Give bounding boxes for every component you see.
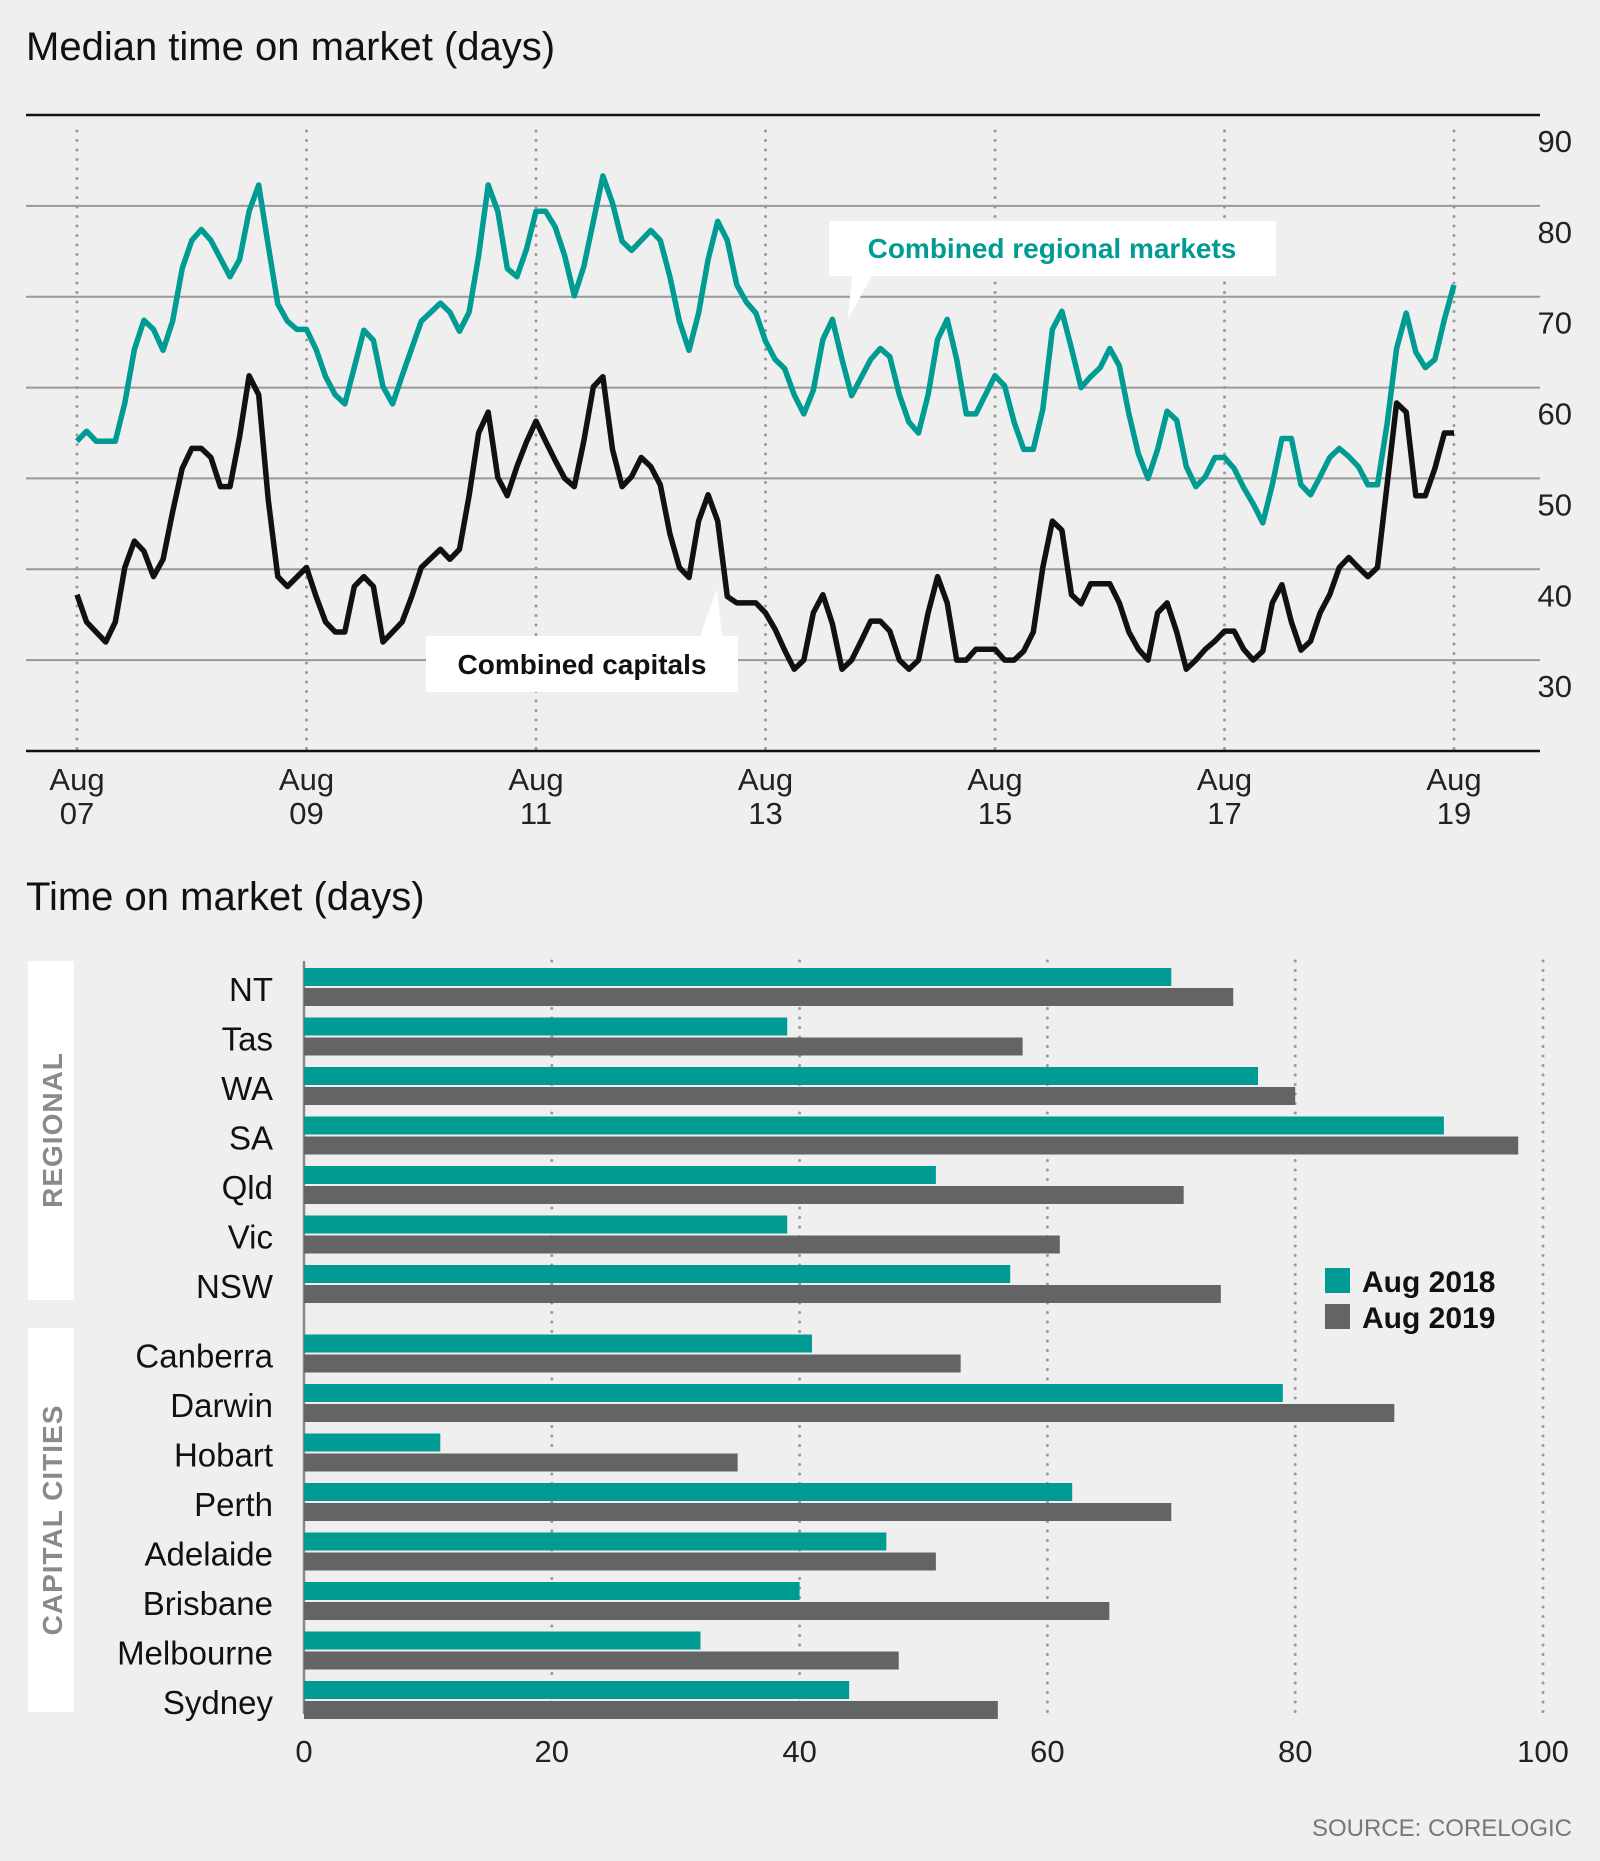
category-label: NSW bbox=[196, 1268, 274, 1305]
bar-chart-bars: NT Tas WA SA Qld Vic NSW Canberra Darwin Hobart Pe… bbox=[117, 968, 1519, 1721]
bar-aug-2018 bbox=[304, 1116, 1444, 1135]
bar-aug-2018 bbox=[304, 1433, 441, 1452]
regional-group-box bbox=[28, 961, 74, 1300]
capitals-line bbox=[74, 373, 1454, 672]
category-label: NT bbox=[229, 971, 273, 1008]
x-tick-label: 13 bbox=[748, 796, 782, 831]
x-tick-label: Aug bbox=[1197, 762, 1252, 797]
x-tick-label: 0 bbox=[295, 1734, 312, 1769]
bar-aug-2019 bbox=[304, 1602, 1110, 1620]
capital-cities-group-box bbox=[28, 1328, 74, 1712]
bar-chart-title: Time on market (days) bbox=[26, 875, 425, 919]
capitals-callout-box bbox=[426, 589, 738, 692]
category-label: Qld bbox=[222, 1169, 273, 1206]
y-tick-label: 30 bbox=[1538, 669, 1572, 704]
x-tick-label: Aug bbox=[967, 762, 1022, 797]
capital-cities-group-label: CAPITAL CITIES bbox=[37, 1405, 68, 1636]
category-label: Adelaide bbox=[145, 1536, 273, 1573]
bar-aug-2018 bbox=[304, 1334, 812, 1353]
bar-aug-2018 bbox=[304, 1067, 1259, 1085]
bar-aug-2019 bbox=[304, 1701, 998, 1719]
bar-aug-2018 bbox=[304, 1532, 887, 1551]
category-label: Sydney bbox=[163, 1684, 274, 1721]
regional-group-label: REGIONAL bbox=[37, 1052, 68, 1208]
bar-aug-2018 bbox=[304, 1215, 788, 1234]
source-note: SOURCE: CORELOGIC bbox=[1312, 1815, 1572, 1842]
bar-aug-2019 bbox=[304, 1285, 1221, 1303]
category-label: Tas bbox=[222, 1021, 273, 1058]
x-tick-label: 15 bbox=[978, 796, 1012, 831]
bar-aug-2018 bbox=[304, 1017, 788, 1036]
line-chart-title: Median time on market (days) bbox=[26, 25, 555, 69]
y-tick-label: 70 bbox=[1538, 306, 1572, 341]
line-chart-series bbox=[74, 173, 1457, 672]
bar-aug-2018 bbox=[304, 1483, 1073, 1501]
bar-aug-2018 bbox=[304, 1166, 936, 1184]
bar-aug-2018 bbox=[304, 1582, 800, 1600]
bar-aug-2019 bbox=[304, 1235, 1060, 1254]
category-label: Hobart bbox=[174, 1437, 273, 1474]
legend: Aug 2018 Aug 2019 bbox=[1325, 1266, 1495, 1335]
legend-swatch-aug-2019 bbox=[1325, 1304, 1350, 1329]
x-tick-label: Aug bbox=[49, 762, 104, 797]
bar-aug-2018 bbox=[304, 1265, 1011, 1283]
regional-callout-box bbox=[829, 221, 1276, 319]
capitals-label: Combined capitals bbox=[458, 649, 707, 680]
x-tick-label: 80 bbox=[1278, 1734, 1312, 1769]
y-tick-label: 80 bbox=[1538, 215, 1572, 250]
x-tick-label: Aug bbox=[508, 762, 563, 797]
x-tick-label: Aug bbox=[279, 762, 334, 797]
regional-markets-line bbox=[75, 173, 1457, 526]
category-label: Vic bbox=[228, 1219, 273, 1256]
line-chart-grid: Aug07Aug09Aug11Aug13Aug15Aug17Aug1930405… bbox=[26, 113, 1572, 831]
category-label: Darwin bbox=[170, 1387, 273, 1424]
y-tick-label: 50 bbox=[1538, 487, 1572, 522]
bar-aug-2019 bbox=[304, 1186, 1184, 1204]
bar-aug-2019 bbox=[304, 1404, 1395, 1422]
regional-label: Combined regional markets bbox=[868, 233, 1237, 264]
x-tick-label: 17 bbox=[1207, 796, 1241, 831]
x-tick-label: 11 bbox=[520, 796, 552, 831]
category-label: SA bbox=[229, 1120, 273, 1157]
category-label: Perth bbox=[194, 1486, 273, 1523]
x-tick-label: Aug bbox=[738, 762, 793, 797]
x-tick-label: 60 bbox=[1030, 1734, 1064, 1769]
y-tick-label: 90 bbox=[1538, 124, 1572, 159]
x-tick-label: Aug bbox=[1426, 762, 1481, 797]
bar-aug-2019 bbox=[304, 1651, 899, 1670]
bar-aug-2018 bbox=[304, 1631, 701, 1650]
x-tick-label: 20 bbox=[535, 1734, 569, 1769]
bar-aug-2019 bbox=[304, 1453, 738, 1472]
category-label: Melbourne bbox=[117, 1635, 273, 1672]
bar-aug-2019 bbox=[304, 1037, 1023, 1056]
y-tick-label: 40 bbox=[1538, 578, 1572, 613]
bar-aug-2019 bbox=[304, 1354, 961, 1373]
bar-aug-2019 bbox=[304, 988, 1234, 1006]
category-label: Brisbane bbox=[143, 1585, 273, 1622]
x-tick-label: 100 bbox=[1517, 1734, 1569, 1769]
x-tick-label: 07 bbox=[60, 796, 94, 831]
bar-aug-2019 bbox=[304, 1503, 1172, 1521]
x-tick-label: 19 bbox=[1437, 796, 1471, 831]
category-label: WA bbox=[221, 1070, 273, 1107]
bar-aug-2018 bbox=[304, 1681, 850, 1699]
legend-swatch-aug-2018 bbox=[1325, 1268, 1350, 1293]
x-tick-label: 40 bbox=[782, 1734, 816, 1769]
legend-label-aug-2019: Aug 2019 bbox=[1362, 1302, 1495, 1335]
bar-aug-2019 bbox=[304, 1552, 936, 1571]
bar-aug-2018 bbox=[304, 1384, 1283, 1402]
bar-aug-2019 bbox=[304, 1136, 1519, 1155]
regional-annotation: Combined regional markets bbox=[829, 221, 1276, 319]
y-tick-label: 60 bbox=[1538, 397, 1572, 432]
capitals-annotation: Combined capitals bbox=[426, 589, 738, 692]
category-label: Canberra bbox=[135, 1338, 273, 1375]
legend-label-aug-2018: Aug 2018 bbox=[1362, 1266, 1495, 1299]
x-tick-label: 09 bbox=[289, 796, 323, 831]
bar-aug-2018 bbox=[304, 968, 1172, 986]
bar-aug-2019 bbox=[304, 1087, 1296, 1105]
